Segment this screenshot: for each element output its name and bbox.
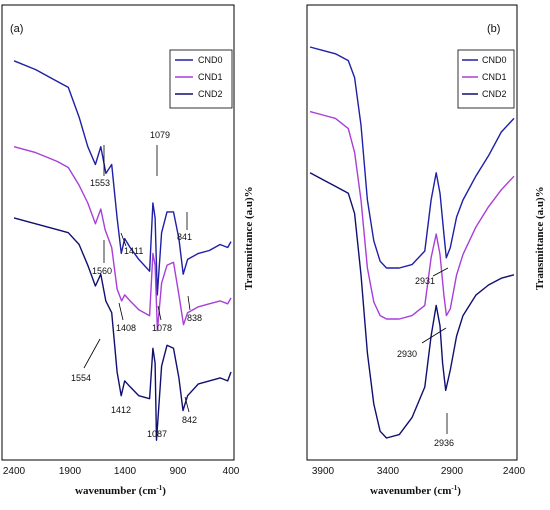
panel-b-label: (b) <box>487 23 500 35</box>
panel-b-xlabel-sup: -1 <box>451 484 457 492</box>
panel-a-xtick: 900 <box>170 466 187 477</box>
annotation-1087: 1087 <box>147 429 167 439</box>
legend-b-label-cnd0: CND0 <box>482 55 507 65</box>
arrow-1078 <box>157 305 162 321</box>
annotation-841: 841 <box>177 232 192 242</box>
annotation-2931: 2931 <box>415 276 435 286</box>
series-line-cnd1 <box>309 110 515 320</box>
annotation-2930: 2930 <box>397 349 417 359</box>
arrow-2931 <box>432 267 449 277</box>
panel-b-annotations: 2931 2930 2936 <box>397 276 454 448</box>
annotation-1079: 1079 <box>150 130 170 140</box>
panel-a-arrows <box>83 145 191 413</box>
panel-b-xlabel-main: wavenumber (cm <box>370 485 451 497</box>
series-line-cnd2 <box>309 172 515 439</box>
arrow-2930 <box>421 327 447 344</box>
panel-b-xlabel-end: ) <box>457 485 461 497</box>
panel-a-xlabel-sup: -1 <box>156 484 162 492</box>
legend-a-label-cnd1: CND1 <box>198 72 223 82</box>
annotation-838: 838 <box>187 313 202 323</box>
annotation-1078: 1078 <box>152 323 172 333</box>
panel-b-legend: CND0 CND1 CND2 <box>457 49 515 109</box>
panel-b-arrows <box>421 267 449 434</box>
annotation-1408: 1408 <box>116 323 136 333</box>
legend-b-label-cnd1: CND1 <box>482 72 507 82</box>
panel-a-legend-box <box>169 49 233 109</box>
panel-b-xtick: 3400 <box>377 466 400 477</box>
panel-a-xlabel-main: wavenumber (cm <box>75 485 156 497</box>
panel-b-xtick: 2400 <box>503 466 526 477</box>
arrow-838 <box>187 295 191 311</box>
panel-b-xlabel: wavenumber (cm-1) <box>370 484 461 497</box>
annotation-1553: 1553 <box>90 178 110 188</box>
legend-a-label-cnd2: CND2 <box>198 89 223 99</box>
panel-b-series <box>309 46 515 439</box>
panel-a-ylabel: Transmittance (a.u)% <box>243 186 255 290</box>
annotation-2936: 2936 <box>434 438 454 448</box>
series-line-cnd2 <box>13 217 232 441</box>
panel-a-annotations: 1553 1079 1411 841 1560 1408 1078 838 15… <box>71 130 202 439</box>
arrow-1408 <box>118 302 124 321</box>
arrow-1554 <box>83 338 101 369</box>
annotation-842: 842 <box>182 415 197 425</box>
panel-b-frame <box>306 4 518 461</box>
panel-a-xlabel: wavenumber (cm-1) <box>75 484 166 497</box>
arrow-842 <box>184 396 190 413</box>
panel-a-legend: CND0 CND1 CND2 <box>169 49 233 109</box>
annotation-1554: 1554 <box>71 373 91 383</box>
panel-a-label: (a) <box>10 23 23 35</box>
panel-b-ylabel: Transmittance (a.u)% <box>534 186 546 290</box>
panel-a-xtick: 2400 <box>3 466 26 477</box>
panel-a-xtick: 400 <box>223 466 240 477</box>
panel-a-xlabel-end: ) <box>162 485 166 497</box>
panel-a-series <box>13 60 232 441</box>
panel-a-xtick: 1400 <box>114 466 137 477</box>
arrow-1411 <box>120 232 127 247</box>
legend-a-label-cnd0: CND0 <box>198 55 223 65</box>
annotation-1411: 1411 <box>124 246 143 256</box>
panel-b-xtick: 2900 <box>441 466 464 477</box>
panel-a-frame <box>1 4 235 461</box>
series-line-cnd0 <box>309 46 515 269</box>
panel-a-xtick: 1900 <box>59 466 82 477</box>
annotation-1412: 1412 <box>111 405 131 415</box>
series-line-cnd1 <box>13 146 232 332</box>
series-line-cnd0 <box>13 60 232 296</box>
annotation-1560: 1560 <box>92 266 112 276</box>
panel-b-xtick: 3900 <box>312 466 335 477</box>
legend-b-label-cnd2: CND2 <box>482 89 507 99</box>
